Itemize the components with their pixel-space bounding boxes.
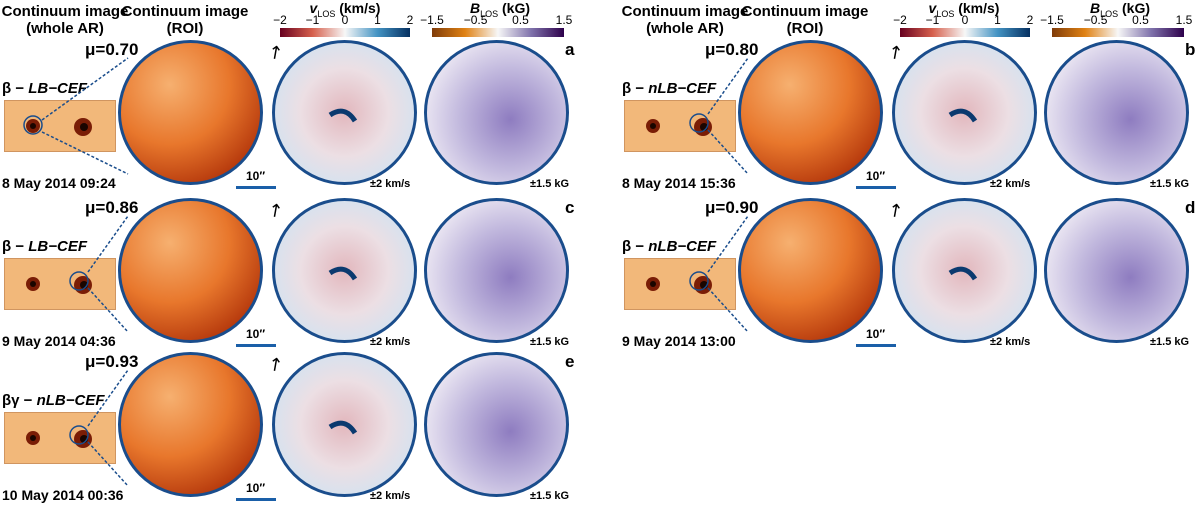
vlos-range-label: ±2 km/s: [990, 178, 1031, 190]
continuum-roi-image: [738, 40, 883, 185]
zoom-connector-lines: [87, 215, 129, 333]
scale-label: 10″: [246, 327, 266, 341]
scale-bar: [236, 498, 276, 501]
scale-label: 10″: [246, 169, 266, 183]
blos-range-label: ±1.5 kG: [1150, 178, 1190, 190]
class-label: βγ − nLB−CEF: [2, 392, 105, 409]
panel-letter: a: [565, 40, 575, 59]
blos-colorbar-left: [432, 28, 564, 37]
whole-ar-thumbnail: [624, 100, 736, 152]
vlos-image: [272, 40, 417, 185]
mu-label: μ=0.86: [85, 198, 139, 217]
class-label: β − nLB−CEF: [622, 80, 717, 97]
panel-letter: e: [565, 352, 575, 371]
date-label: 9 May 2014 04:36: [2, 333, 116, 349]
class-label: β − LB−CEF: [2, 80, 88, 97]
scale-bar: [236, 344, 276, 347]
header-roi-sub: (ROI): [166, 20, 204, 37]
panel-letter: d: [1185, 198, 1196, 217]
panel-letter: b: [1185, 40, 1196, 59]
scale-label: 10″: [246, 481, 266, 495]
arrow-icon: ↗: [263, 351, 288, 377]
vlos-range-label: ±2 km/s: [990, 336, 1031, 348]
date-label: 8 May 2014 09:24: [2, 175, 116, 191]
panel-c: μ=0.86 β − LB−CEF 9 May 2014 04:36 10″ ↗…: [0, 197, 580, 349]
vlos-colorbar-title-left: vLOS (km/s): [309, 0, 381, 19]
whole-ar-thumbnail: [4, 100, 116, 152]
scale-bar: [856, 186, 896, 189]
header-roi-right-sub: (ROI): [786, 20, 824, 37]
panel-a: μ=0.70 β − LB−CEF 8 May 2014 09:24 10″ ↗…: [0, 39, 580, 191]
scale-label: 10″: [866, 169, 886, 183]
continuum-roi-image: [118, 352, 263, 497]
blos-image: [424, 198, 569, 343]
date-label: 8 May 2014 15:36: [622, 175, 736, 191]
vlos-colorbar-left: [280, 28, 410, 37]
blos-ticks-left: −1.5 −0.5 0.5 1.5: [420, 13, 573, 27]
whole-ar-thumbnail: [4, 258, 116, 310]
whole-ar-thumbnail: [624, 258, 736, 310]
blos-range-label: ±1.5 kG: [530, 490, 570, 502]
vlos-colorbar-title-right: vLOS (km/s): [928, 0, 1000, 19]
blos-image: [424, 40, 569, 185]
vlos-image: [892, 40, 1037, 185]
vlos-image: [272, 352, 417, 497]
blos-colorbar-right: [1052, 28, 1184, 37]
continuum-roi-image: [738, 198, 883, 343]
zoom-connector-lines: [41, 57, 129, 175]
vlos-colorbar-right: [900, 28, 1030, 37]
header-roi-title: Continuum image: [121, 3, 249, 20]
panel-b: μ=0.80 β − nLB−CEF 8 May 2014 15:36 10″ …: [620, 39, 1200, 191]
mu-label: μ=0.70: [85, 40, 139, 59]
header-whole-ar-right-sub: (whole AR): [646, 20, 724, 37]
scale-bar: [856, 344, 896, 347]
blos-range-label: ±1.5 kG: [530, 336, 570, 348]
class-label: β − LB−CEF: [2, 238, 88, 255]
header-roi-right: Continuum image (ROI): [740, 3, 870, 37]
arrow-icon: ↗: [263, 197, 288, 223]
vlos-range-label: ±2 km/s: [370, 490, 411, 502]
header-whole-ar-right: Continuum image (whole AR): [620, 3, 750, 37]
zoom-connector-lines: [707, 215, 749, 333]
vlos-range-label: ±2 km/s: [370, 178, 411, 190]
blos-image: [424, 352, 569, 497]
blos-ticks-right: −1.5 −0.5 0.5 1.5: [1040, 13, 1193, 27]
continuum-roi-image: [118, 40, 263, 185]
arrow-icon: ↗: [263, 39, 288, 65]
blos-range-label: ±1.5 kG: [1150, 336, 1190, 348]
scale-bar: [236, 186, 276, 189]
vlos-image: [892, 198, 1037, 343]
vlos-ticks-right: −2 −1 0 1 2: [893, 13, 1034, 27]
header-whole-ar-sub: (whole AR): [26, 20, 104, 37]
mu-label: μ=0.80: [705, 40, 759, 59]
header-whole-ar-title: Continuum image: [1, 3, 129, 20]
panel-d: μ=0.90 β − nLB−CEF 9 May 2014 13:00 10″ …: [620, 197, 1200, 349]
vlos-ticks-left: −2 −1 0 1 2: [273, 13, 414, 27]
vlos-range-label: ±2 km/s: [370, 336, 411, 348]
blos-image: [1044, 198, 1189, 343]
class-label: β − nLB−CEF: [622, 238, 717, 255]
whole-ar-thumbnail: [4, 412, 116, 464]
mu-label: μ=0.93: [85, 352, 139, 371]
panel-e: μ=0.93 βγ − nLB−CEF 10 May 2014 00:36 10…: [0, 351, 580, 503]
blos-image: [1044, 40, 1189, 185]
scale-label: 10″: [866, 327, 886, 341]
zoom-connector-lines: [707, 57, 749, 175]
arrow-icon: ↗: [883, 39, 908, 65]
panel-letter: c: [565, 198, 575, 217]
header-roi: Continuum image (ROI): [120, 3, 250, 37]
header-roi-right-title: Continuum image: [741, 3, 869, 20]
header-whole-ar-right-title: Continuum image: [621, 3, 749, 20]
blos-colorbar-title-right: BLOS (kG): [1089, 0, 1151, 19]
blos-range-label: ±1.5 kG: [530, 178, 570, 190]
continuum-roi-image: [118, 198, 263, 343]
blos-colorbar-title-left: BLOS (kG): [469, 0, 531, 19]
date-label: 9 May 2014 13:00: [622, 333, 736, 349]
vlos-image: [272, 198, 417, 343]
mu-label: μ=0.90: [705, 198, 759, 217]
header-whole-ar: Continuum image (whole AR): [0, 3, 130, 37]
date-label: 10 May 2014 00:36: [2, 487, 124, 503]
zoom-connector-lines: [87, 369, 129, 487]
arrow-icon: ↗: [883, 197, 908, 223]
